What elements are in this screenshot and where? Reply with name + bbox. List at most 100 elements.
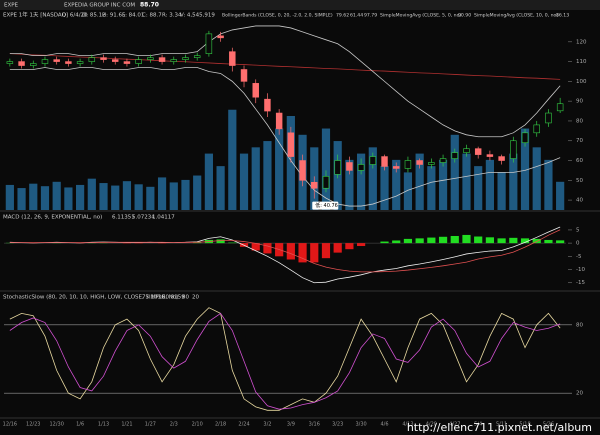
candle-body [264,98,271,112]
legend-study: EXPE 1年 1天 [NASDAQ] [3,11,68,19]
macd-avg: 5.07234 [132,215,155,221]
histogram-bar [438,236,448,244]
histogram-bar [509,237,518,244]
x-tick-label: 4/27 [449,422,460,428]
volume-bar [263,141,272,210]
candle-body [404,160,412,169]
x-tick-label: 1/27 [145,422,156,428]
volume-bar [532,147,541,210]
x-tick-label: 3/2 [263,422,271,428]
indicator-line [9,25,561,138]
volume-bar [228,109,237,210]
company: EXPEDIA GROUP INC COM [64,3,135,9]
volume-bar [17,188,26,210]
candle-body [240,69,248,82]
volume-bar [52,181,61,210]
candle-body [486,154,494,157]
volume-bar [357,153,366,210]
volume-bar [251,147,260,210]
macd-value: 6.11351 [112,215,135,221]
symbol[interactable]: EXPE [4,3,19,9]
volume-bar [239,153,249,210]
y-tick-label: 110 [576,59,587,65]
legend-sma10-value: 86.13 [556,13,569,19]
legend-sma10: SimpleMovingAvg (CLOSE, 10, 0, no) [474,13,558,19]
volume-bar [146,186,155,210]
x-tick-label: 4/20 [426,422,437,428]
histogram-bar [298,243,307,263]
x-tick-label: 12/30 [49,422,63,428]
x-tick-label: 5/11 [496,422,507,428]
x-tick-label: 1/6 [76,422,84,428]
candle-body [193,55,201,58]
volume-bar [321,128,331,210]
candle-body [428,162,435,165]
candle-body [158,57,166,62]
candle-body [381,156,388,167]
candle-body [416,160,423,165]
watermark: http://ellenc711.pixnet.net/album [407,421,592,434]
histogram-bar [497,238,506,244]
y-tick-label: 100 [576,79,587,85]
volume-bar [438,159,448,210]
histogram-bar [485,237,494,244]
candle-body [88,57,96,62]
candle-body [205,33,213,54]
candle-body [346,162,353,171]
indicator-line [9,312,561,410]
candle-body [510,140,517,159]
volume-bar [40,186,50,210]
y-tick-label: 60 [576,158,583,164]
candle-body [112,59,119,62]
x-tick-label: 1/21 [121,422,132,428]
histogram-bar [345,243,354,250]
candle-body [275,112,283,130]
y-tick-label: 90 [576,99,583,105]
candle-body [6,61,14,64]
volume-bar [5,184,14,210]
histogram-bar [193,242,202,244]
x-tick-label: 4/13 [402,422,413,428]
candle-body [498,156,505,161]
histogram-bar [333,243,342,253]
x-tick-label: 4/6 [380,422,388,428]
y-tick-label: -5 [576,254,582,260]
candle-body [41,59,49,64]
histogram-bar [450,235,459,244]
candle-body [76,61,84,64]
volume-bar [556,181,565,210]
volume-bar [520,128,530,210]
last-price: 88.70 [140,2,159,9]
candle-body [18,61,25,66]
volume-bar [485,159,494,210]
volume-bar [345,159,354,210]
y-tick-label: -15 [576,280,585,286]
x-tick-label: 2/18 [215,422,226,428]
y-tick-label: 120 [576,39,587,45]
legend-date: D: 6/4/20 [62,13,88,19]
x-tick-label: 3/16 [309,422,320,428]
x-tick-label: 1/13 [98,422,109,428]
volume-bar [204,153,213,210]
volume-bar [87,178,96,210]
histogram-bar [216,239,225,244]
y-tick-label: 5 [576,227,580,233]
volume-bar [134,184,143,210]
histogram-bar [321,243,331,259]
stoch-k: 77.1036 [142,295,165,301]
low-annotation: 低: 40.76 [315,202,338,209]
volume-bar [157,177,167,210]
histogram-bar [380,241,389,244]
macd-diff: 1.04117 [152,215,175,221]
y-tick-label: 0 [576,241,580,247]
stoch-os: 20 [192,295,199,301]
y-tick-label: -10 [576,267,585,273]
annotation-box [312,201,339,210]
candle-body [65,61,72,64]
x-tick-label: 5/4 [474,422,482,428]
legend-low: L: 84.01 [122,13,144,19]
candle-body [299,160,306,181]
volume-bar [450,134,459,210]
